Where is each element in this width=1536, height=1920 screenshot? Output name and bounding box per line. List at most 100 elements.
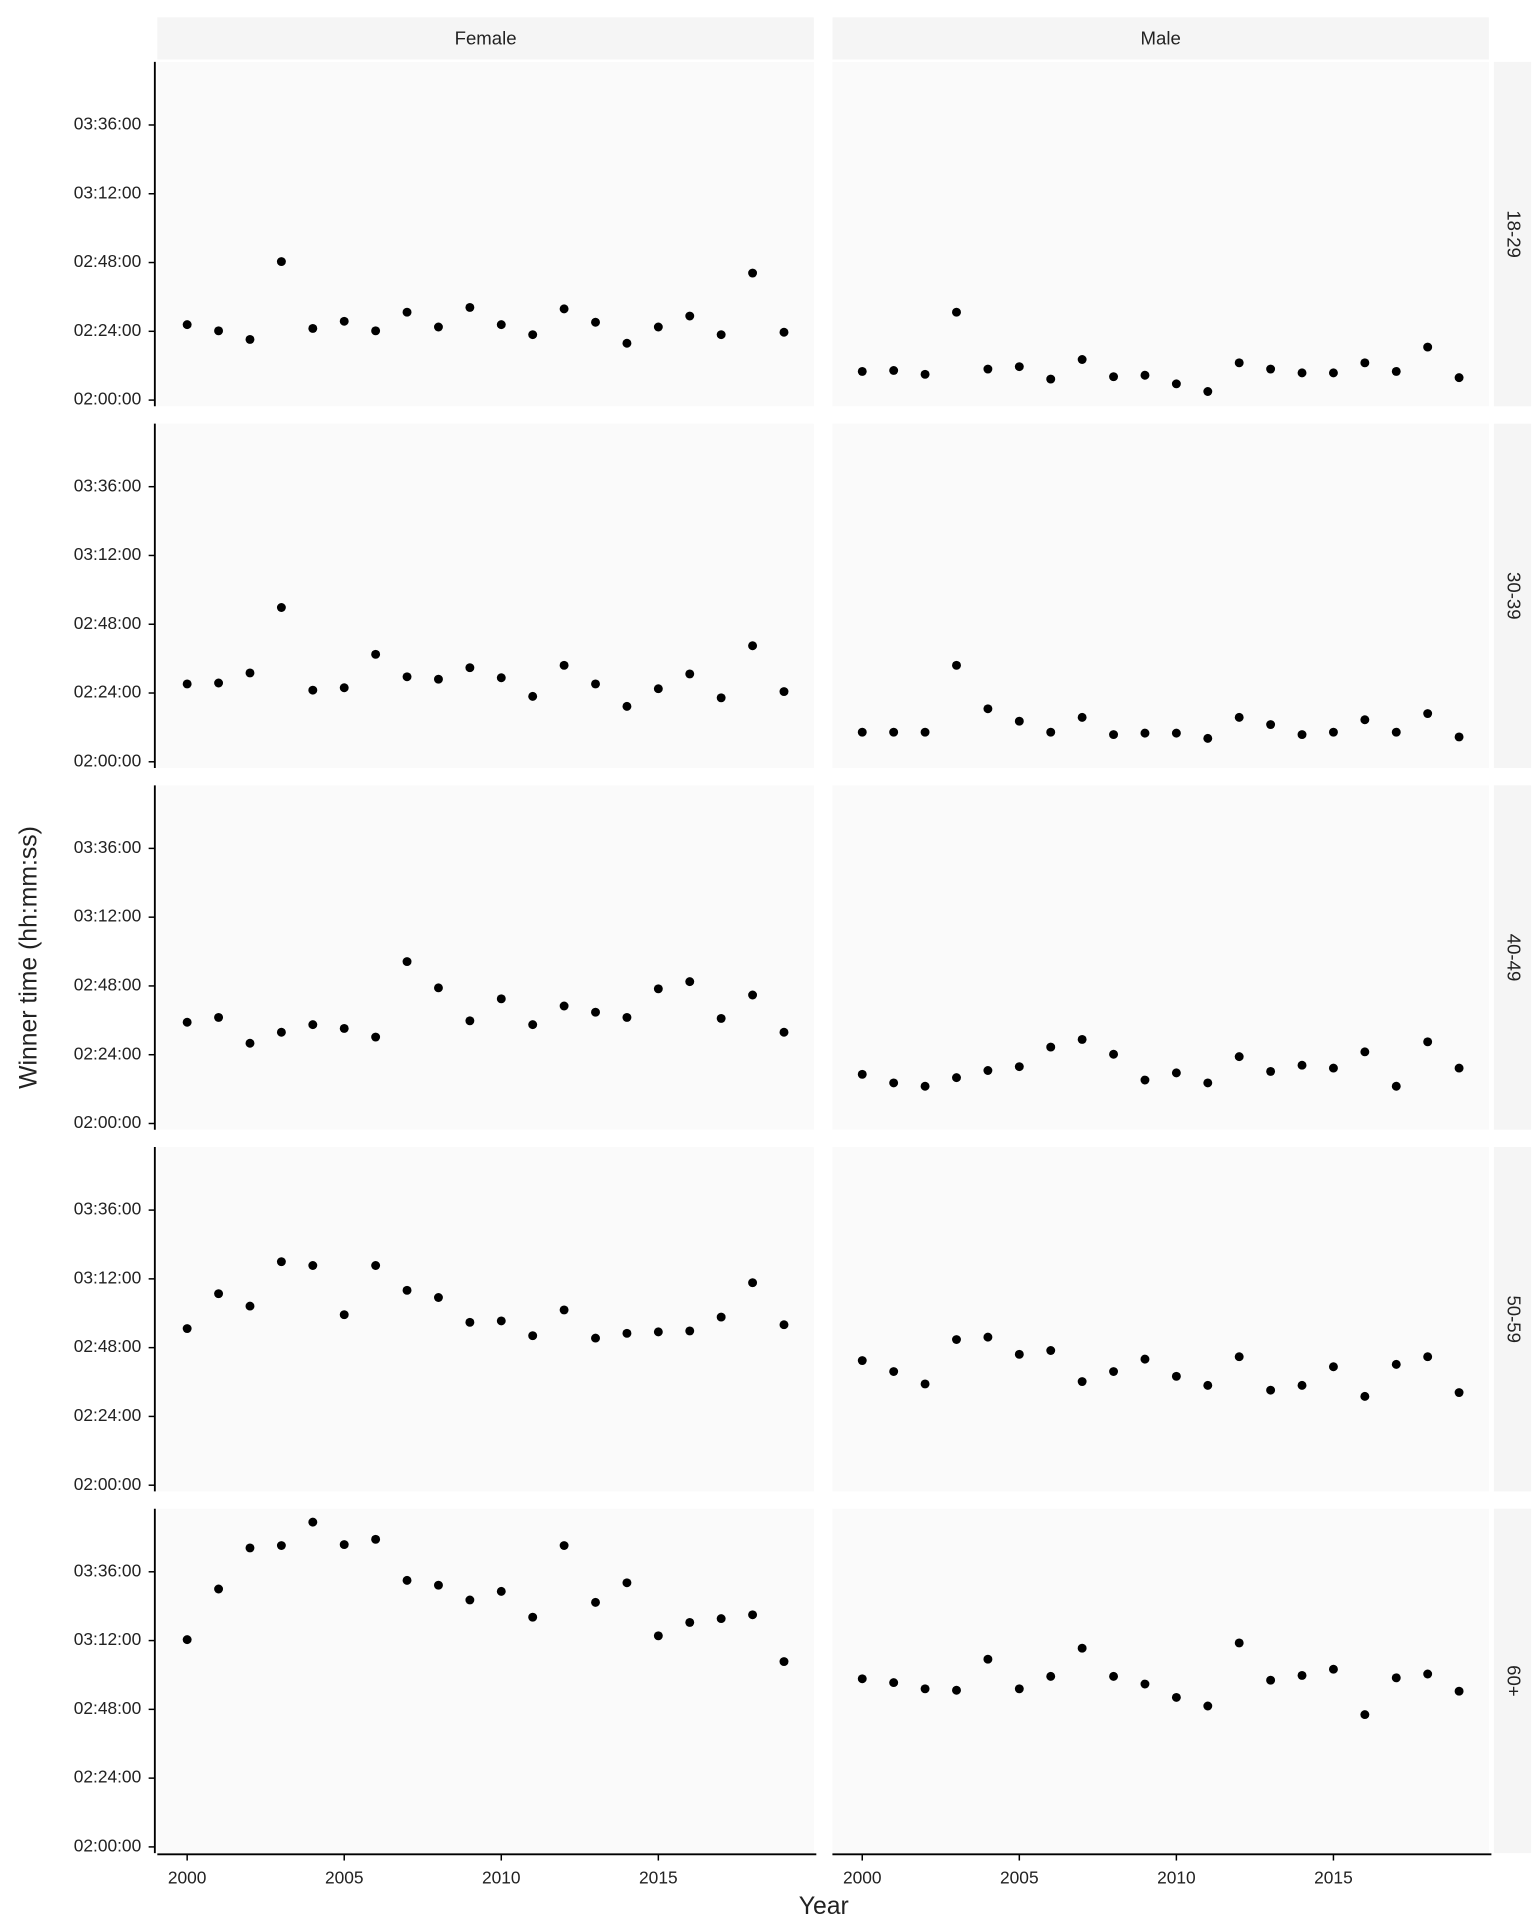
point — [1014, 1062, 1024, 1072]
point — [528, 1331, 538, 1341]
point — [920, 1684, 930, 1694]
point — [1391, 1673, 1401, 1683]
y-tick-label: 03:36:00 — [74, 1199, 141, 1219]
point — [1014, 1684, 1024, 1694]
point — [402, 1285, 412, 1295]
point — [496, 994, 506, 1004]
point — [653, 1327, 663, 1337]
y-tick-label: 03:12:00 — [74, 1267, 141, 1287]
y-tick-label: 02:48:00 — [74, 251, 141, 271]
point — [1454, 1063, 1464, 1073]
point — [1328, 1362, 1338, 1372]
point — [465, 1016, 475, 1026]
point — [182, 320, 192, 330]
point — [308, 1261, 318, 1270]
panel-background — [157, 61, 814, 407]
point — [1234, 1352, 1244, 1362]
point — [402, 957, 412, 967]
y-tick-label: 02:00:00 — [74, 750, 141, 770]
panel-background — [832, 1147, 1489, 1492]
point — [952, 1685, 961, 1695]
point — [748, 1278, 758, 1288]
point — [182, 679, 192, 689]
point — [1423, 1037, 1433, 1047]
x-tick-label: 2015 — [1314, 1868, 1353, 1888]
y-tick-label: 02:00:00 — [74, 1474, 141, 1494]
point — [779, 327, 789, 337]
point — [1046, 1346, 1056, 1355]
point — [920, 1379, 930, 1389]
point — [1391, 1081, 1401, 1091]
y-tick-label: 03:36:00 — [74, 1560, 141, 1580]
point — [433, 1580, 443, 1590]
point — [402, 1575, 412, 1585]
point — [1360, 1047, 1370, 1057]
panel-background — [157, 1508, 814, 1854]
point — [245, 1301, 255, 1311]
point — [857, 727, 867, 737]
point — [685, 977, 695, 987]
point — [1234, 1052, 1244, 1062]
point — [433, 674, 443, 684]
point — [716, 693, 726, 703]
point — [339, 683, 349, 693]
point — [857, 1356, 867, 1365]
point — [308, 1517, 318, 1527]
point — [1328, 368, 1338, 378]
y-tick-label: 03:12:00 — [74, 906, 141, 926]
point — [182, 1635, 192, 1645]
point — [952, 307, 961, 317]
point — [983, 1654, 993, 1664]
point — [685, 669, 695, 679]
point — [748, 641, 758, 651]
point — [1454, 1388, 1464, 1397]
point — [952, 1335, 961, 1344]
point — [1171, 1692, 1181, 1702]
point — [779, 1657, 789, 1667]
strip-label: 60+ — [1504, 1665, 1525, 1697]
y-tick-label: 02:48:00 — [74, 1698, 141, 1718]
point — [1297, 1060, 1307, 1070]
strip-label: Male — [1141, 28, 1181, 49]
point — [182, 1017, 192, 1027]
x-tick-label: 2010 — [482, 1868, 521, 1888]
point — [1360, 715, 1370, 725]
y-tick-label: 02:48:00 — [74, 1336, 141, 1356]
point — [496, 1316, 506, 1326]
point — [983, 704, 993, 714]
y-axis-title: Winner time (hh:mm:ss) — [15, 826, 42, 1089]
point — [748, 990, 758, 1000]
point — [1297, 368, 1307, 378]
point — [1140, 1075, 1150, 1085]
point — [1046, 727, 1056, 737]
point — [1423, 709, 1433, 719]
point — [622, 1013, 632, 1022]
point — [1328, 1063, 1338, 1073]
point — [1171, 379, 1181, 389]
strip-label: 40-49 — [1504, 934, 1525, 982]
point — [779, 1027, 789, 1037]
point — [889, 1678, 899, 1688]
panel-background — [832, 423, 1489, 768]
panel-background — [157, 1147, 814, 1492]
point — [1391, 366, 1401, 376]
point — [371, 1261, 381, 1270]
point — [339, 1023, 349, 1033]
point — [339, 1540, 349, 1550]
point — [1423, 342, 1433, 352]
point — [1203, 733, 1213, 743]
point — [1109, 372, 1119, 382]
panel-background — [832, 785, 1489, 1130]
point — [1077, 712, 1087, 722]
point — [402, 672, 412, 682]
point — [1171, 1068, 1181, 1078]
point — [433, 322, 443, 332]
point — [1077, 1034, 1087, 1044]
point — [1203, 1380, 1213, 1390]
point — [857, 1069, 867, 1079]
point — [653, 984, 663, 994]
point — [983, 1066, 993, 1075]
point — [1266, 1675, 1276, 1685]
